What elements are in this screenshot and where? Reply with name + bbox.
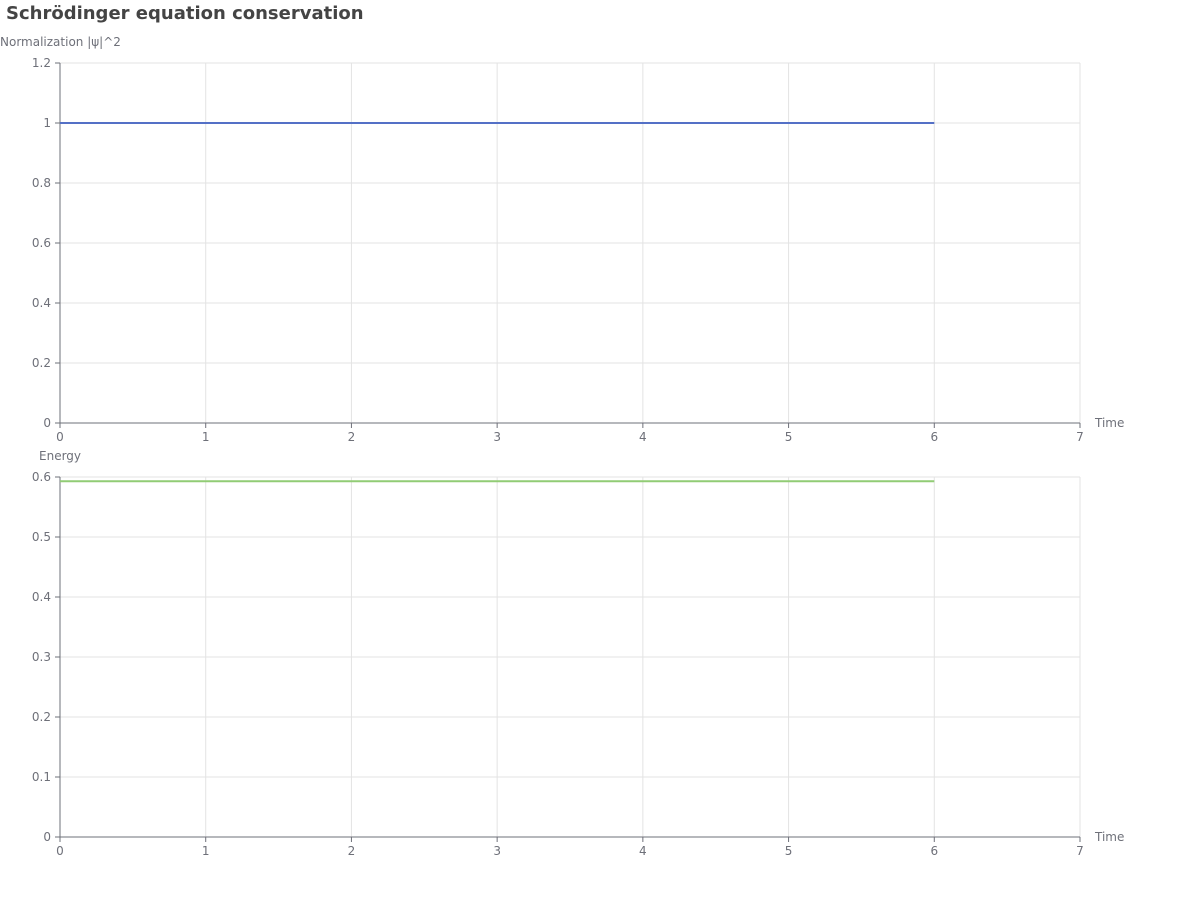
x-tick-label: 0 xyxy=(56,430,64,444)
y-tick-label: 0 xyxy=(43,830,51,844)
x-tick-label: 4 xyxy=(639,844,647,858)
x-tick-label: 4 xyxy=(639,430,647,444)
x-tick-label: 7 xyxy=(1076,844,1084,858)
chart-panel-1: 0 0.2 0.4 0.6 0.8 1 1.2 0 1 2 3 4 5 6 7 Normalization |… xyxy=(0,35,1124,444)
y-tick-label: 0.6 xyxy=(32,470,51,484)
x-tick-label: 3 xyxy=(493,844,501,858)
x-tick-label: 5 xyxy=(785,844,793,858)
y-tick-label: 0.4 xyxy=(32,296,51,310)
chart-panel-2: 0 0.1 0.2 0.3 0.4 0.5 0.6 0 1 2 3 4 5 6 7 Energy Time xyxy=(32,449,1124,858)
y-axis-label: Energy xyxy=(39,449,81,463)
x-tick-label: 5 xyxy=(785,430,793,444)
x-tick-label: 2 xyxy=(348,430,356,444)
y-tick-label: 0.6 xyxy=(32,236,51,250)
x-tick-label: 2 xyxy=(348,844,356,858)
chart-title: Schrödinger equation conservation xyxy=(6,3,364,24)
y-tick-label: 0.5 xyxy=(32,530,51,544)
x-tick-label: 1 xyxy=(202,844,210,858)
y-tick-label: 0 xyxy=(43,416,51,430)
x-tick-label: 0 xyxy=(56,844,64,858)
x-tick-label: 6 xyxy=(930,844,938,858)
x-axis-label: Time xyxy=(1094,416,1124,430)
x-tick-label: 7 xyxy=(1076,430,1084,444)
y-tick-label: 0.8 xyxy=(32,176,51,190)
y-axis-label: Normalization |ψ|^2 xyxy=(0,35,121,49)
x-tick-label: 3 xyxy=(493,430,501,444)
y-tick-label: 1 xyxy=(43,116,51,130)
y-tick-label: 0.2 xyxy=(32,710,51,724)
y-tick-label: 0.4 xyxy=(32,590,51,604)
y-tick-label: 1.2 xyxy=(32,56,51,70)
x-axis-label: Time xyxy=(1094,830,1124,844)
x-tick-label: 6 xyxy=(930,430,938,444)
x-tick-label: 1 xyxy=(202,430,210,444)
y-tick-label: 0.1 xyxy=(32,770,51,784)
y-tick-label: 0.2 xyxy=(32,356,51,370)
y-tick-label: 0.3 xyxy=(32,650,51,664)
